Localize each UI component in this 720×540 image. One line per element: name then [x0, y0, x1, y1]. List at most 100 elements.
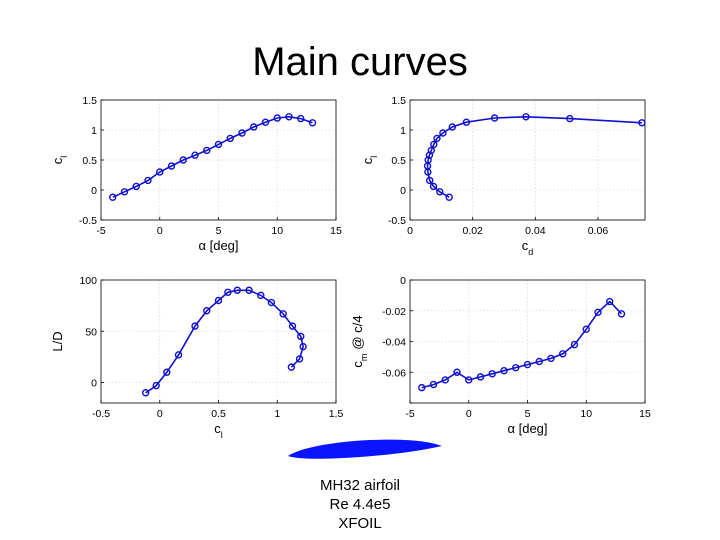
x-tick-label: 0 — [157, 225, 163, 237]
x-tick-label: 0 — [466, 408, 472, 420]
data-point — [257, 291, 265, 300]
airfoil-profile — [288, 439, 442, 459]
data-point — [132, 182, 140, 191]
x-axis-label: cl — [214, 421, 223, 440]
chart-ld-cl: -0.5 0 0.5 1 1.5 0 50 100 cl L/D — [50, 275, 343, 440]
x-tick-label: -0.5 — [92, 408, 110, 420]
data-point — [214, 296, 223, 305]
y-axis-label-subscript: l — [369, 156, 379, 158]
series-line — [426, 115, 642, 198]
data-point — [566, 114, 574, 123]
data-point — [245, 286, 253, 294]
data-point — [427, 146, 436, 155]
data-point — [433, 134, 441, 143]
y-tick-label: 1 — [400, 125, 406, 137]
series-line — [145, 289, 304, 394]
y-tick-label: -0.5 — [388, 215, 406, 227]
y-axis-label: L/D — [50, 331, 65, 351]
series-line — [421, 300, 623, 389]
data-point — [448, 123, 456, 131]
x-axis-label-subscript: l — [221, 430, 223, 440]
data-point — [297, 114, 305, 123]
x-tick-label: 10 — [580, 408, 592, 420]
data-point — [156, 168, 164, 176]
x-tick-label: 0 — [407, 225, 413, 237]
data-point — [308, 119, 317, 127]
data-point — [297, 332, 305, 341]
data-point — [476, 373, 485, 381]
x-axis-label-subscript: d — [528, 247, 533, 257]
data-point — [535, 357, 543, 366]
y-tick-label: 0 — [400, 275, 406, 287]
data-point — [465, 376, 473, 384]
data-point — [512, 363, 520, 372]
data-point — [559, 350, 567, 358]
data-point — [582, 325, 590, 333]
data-point — [287, 363, 296, 371]
slide-title: Main curves — [252, 40, 468, 84]
y-axis-label-subscript: m — [359, 354, 369, 362]
data-point — [141, 389, 150, 397]
data-point — [638, 119, 646, 127]
caption-line-reynolds: Re 4.4e5 — [329, 496, 391, 513]
y-tick-label: 1.5 — [82, 95, 97, 107]
x-tick-label: 10 — [271, 225, 283, 237]
y-tick-label: 1.5 — [391, 95, 406, 107]
data-point — [174, 351, 183, 359]
x-tick-label: 5 — [525, 408, 531, 420]
y-axis-label-subscript: l — [59, 156, 69, 158]
y-tick-label: -0.02 — [382, 306, 406, 318]
data-point — [203, 146, 211, 155]
x-axis-label: cd — [522, 238, 534, 257]
data-point — [439, 129, 447, 137]
data-point — [224, 288, 232, 296]
data-point — [436, 188, 444, 196]
y-tick-label: 0 — [91, 378, 97, 390]
data-point — [144, 176, 152, 185]
caption: MH32 airfoil Re 4.4e5 XFOIL — [260, 476, 460, 533]
data-point — [453, 368, 461, 376]
x-tick-label: 0.02 — [462, 225, 483, 237]
x-tick-label: 5 — [216, 225, 222, 237]
data-point — [120, 188, 129, 196]
x-tick-label: -5 — [96, 225, 105, 237]
x-tick-label: 15 — [639, 408, 651, 420]
data-point — [500, 367, 508, 375]
y-tick-label: 0.5 — [391, 155, 406, 167]
data-point — [547, 354, 555, 363]
data-point — [191, 322, 199, 330]
x-tick-label: 15 — [330, 225, 342, 237]
data-point — [295, 355, 304, 363]
y-tick-label: 100 — [79, 275, 97, 287]
data-point — [299, 342, 307, 351]
data-point — [152, 381, 160, 390]
x-tick-label: 0.06 — [588, 225, 609, 237]
data-point — [490, 114, 499, 122]
x-tick-label: 1.5 — [329, 408, 344, 420]
x-tick-label: -5 — [405, 408, 414, 420]
y-tick-label: 1 — [91, 125, 97, 137]
data-point — [267, 298, 276, 307]
x-tick-label: 0.5 — [211, 408, 226, 420]
data-point — [426, 176, 434, 185]
data-point — [523, 360, 532, 369]
x-tick-label: 0.04 — [525, 225, 546, 237]
data-point — [273, 114, 281, 122]
data-point — [570, 340, 579, 349]
data-point — [167, 162, 176, 170]
y-tick-label: -0.5 — [79, 215, 97, 227]
data-point — [191, 151, 199, 159]
y-axis-label-suffix: @ c/4 — [350, 315, 365, 349]
data-point — [214, 140, 223, 149]
data-point — [429, 380, 438, 389]
data-point — [179, 156, 187, 164]
data-point — [522, 113, 530, 121]
data-point — [285, 113, 293, 121]
data-point — [238, 129, 246, 137]
data-point — [462, 118, 471, 126]
y-axis-label: cl — [360, 156, 379, 165]
y-tick-label: 0.5 — [82, 155, 97, 167]
data-point — [424, 156, 432, 164]
